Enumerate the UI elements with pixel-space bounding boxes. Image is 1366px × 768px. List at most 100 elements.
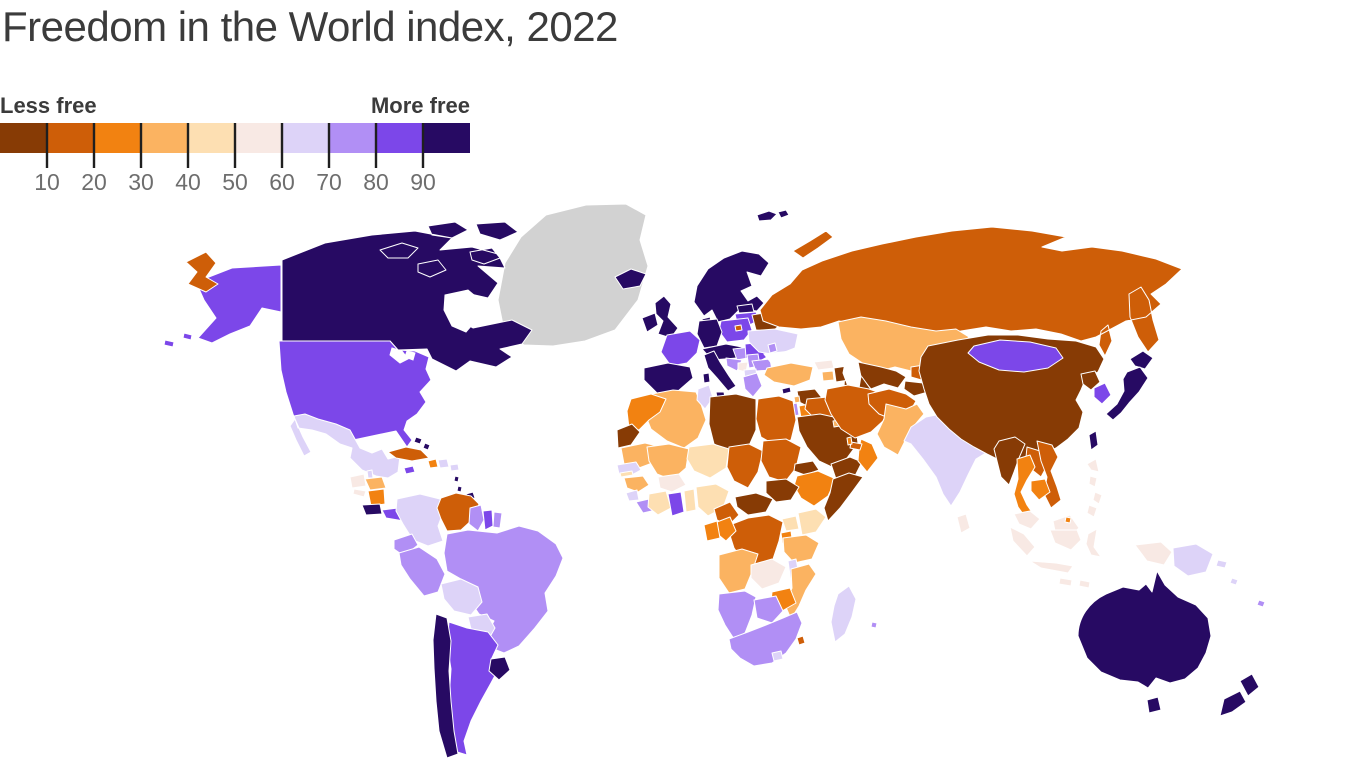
- country-dominican-republic[interactable]: [437, 458, 450, 469]
- country-costa-rica[interactable]: [361, 503, 383, 516]
- country-colombia[interactable]: [395, 493, 445, 547]
- country-cuba[interactable]: [387, 446, 430, 462]
- country-scandinavia[interactable]: [693, 250, 770, 323]
- page-title: Freedom in the World index, 2022: [2, 3, 618, 50]
- country-tunisia[interactable]: [696, 384, 714, 410]
- country-zambia[interactable]: [750, 558, 787, 590]
- country-guyana[interactable]: [468, 504, 485, 532]
- country-libya[interactable]: [708, 393, 757, 453]
- country-gambia[interactable]: [619, 470, 634, 478]
- country-lebanon[interactable]: [793, 395, 801, 404]
- country-new-zealand[interactable]: [1219, 673, 1260, 717]
- country-iberia[interactable]: [643, 362, 694, 394]
- country-sierra-leone[interactable]: [625, 489, 640, 502]
- country-south-sudan[interactable]: [765, 478, 800, 503]
- country-philippines[interactable]: [1086, 458, 1103, 518]
- country-gabon[interactable]: [703, 520, 721, 542]
- country-lesser-antilles[interactable]: [453, 475, 463, 493]
- country-el-salvador[interactable]: [352, 488, 367, 498]
- country-puerto-rico[interactable]: [449, 463, 460, 472]
- country-greenland[interactable]: [497, 203, 649, 347]
- country-jamaica[interactable]: [403, 465, 416, 475]
- country-germany[interactable]: [696, 318, 723, 349]
- country-turkey[interactable]: [763, 362, 814, 387]
- country-egypt[interactable]: [755, 395, 797, 446]
- country-chad[interactable]: [726, 443, 764, 489]
- country-brunei[interactable]: [1064, 516, 1072, 524]
- country-honduras[interactable]: [364, 476, 387, 491]
- country-moldova[interactable]: [767, 342, 778, 354]
- country-svalbard[interactable]: [756, 209, 790, 222]
- country-morocco[interactable]: [626, 393, 667, 431]
- country-haiti[interactable]: [427, 458, 439, 469]
- country-china[interactable]: [918, 334, 1105, 463]
- country-thailand[interactable]: [1013, 454, 1036, 519]
- country-georgia[interactable]: [813, 359, 835, 371]
- country-lesotho[interactable]: [771, 650, 784, 662]
- country-australia[interactable]: [1077, 570, 1212, 714]
- country-mongolia[interactable]: [967, 339, 1064, 373]
- country-car[interactable]: [734, 492, 774, 516]
- country-russia[interactable]: [185, 226, 1183, 357]
- country-french-guiana[interactable]: [492, 511, 503, 529]
- country-madagascar[interactable]: [830, 585, 857, 643]
- country-western-sahara[interactable]: [616, 423, 641, 449]
- country-myanmar[interactable]: [993, 436, 1026, 486]
- country-eswatini[interactable]: [796, 635, 806, 646]
- country-tanzania[interactable]: [782, 534, 820, 564]
- country-france[interactable]: [660, 330, 701, 367]
- country-cambodia[interactable]: [1030, 478, 1051, 501]
- country-papua-new-guinea[interactable]: [1172, 543, 1228, 577]
- country-cote-divoire[interactable]: [647, 490, 672, 516]
- country-greece[interactable]: [742, 372, 763, 398]
- country-mexico[interactable]: [289, 413, 401, 479]
- country-venezuela[interactable]: [436, 492, 480, 532]
- country-uruguay[interactable]: [488, 656, 511, 681]
- country-sri-lanka[interactable]: [956, 513, 971, 534]
- country-japan[interactable]: [1105, 350, 1154, 421]
- country-mali[interactable]: [646, 443, 690, 481]
- country-indonesia[interactable]: [1009, 526, 1173, 589]
- country-cameroon[interactable]: [713, 501, 740, 527]
- country-usa[interactable]: [163, 264, 432, 448]
- country-vietnam[interactable]: [1036, 440, 1062, 509]
- country-uae[interactable]: [849, 441, 863, 451]
- country-mauritius[interactable]: [870, 621, 878, 629]
- country-fiji[interactable]: [1256, 599, 1266, 608]
- country-angola[interactable]: [718, 548, 759, 594]
- country-guatemala[interactable]: [349, 473, 367, 489]
- country-solomon-islands[interactable]: [1229, 577, 1239, 586]
- country-estonia[interactable]: [736, 303, 755, 314]
- country-south-korea[interactable]: [1093, 382, 1112, 405]
- country-belize[interactable]: [366, 469, 374, 479]
- country-kenya[interactable]: [797, 508, 827, 536]
- country-burkina-faso[interactable]: [657, 473, 687, 493]
- country-tajikistan[interactable]: [903, 380, 929, 397]
- country-sudan[interactable]: [760, 438, 802, 483]
- country-qatar[interactable]: [846, 436, 853, 446]
- country-taiwan[interactable]: [1088, 430, 1099, 451]
- country-ghana[interactable]: [667, 491, 685, 517]
- country-uganda[interactable]: [781, 515, 800, 532]
- country-peru[interactable]: [398, 546, 446, 597]
- country-somalia[interactable]: [823, 472, 864, 522]
- country-nicaragua[interactable]: [367, 488, 386, 507]
- country-north-korea[interactable]: [1080, 370, 1101, 391]
- country-togo-benin[interactable]: [683, 488, 697, 513]
- country-bolivia[interactable]: [440, 578, 483, 616]
- legend-swatches: [0, 123, 470, 153]
- country-botswana[interactable]: [753, 595, 784, 624]
- legend-more-label: More free: [371, 93, 470, 118]
- country-ireland[interactable]: [641, 312, 659, 333]
- country-iceland[interactable]: [614, 268, 647, 290]
- country-uk[interactable]: [654, 295, 679, 339]
- country-south-africa[interactable]: [728, 611, 803, 667]
- country-cyprus[interactable]: [781, 386, 792, 395]
- country-guinea[interactable]: [623, 475, 650, 493]
- country-suriname[interactable]: [482, 509, 494, 531]
- country-chile[interactable]: [432, 613, 459, 759]
- country-bahamas[interactable]: [413, 436, 431, 451]
- country-niger[interactable]: [686, 443, 730, 479]
- country-armenia[interactable]: [821, 370, 835, 382]
